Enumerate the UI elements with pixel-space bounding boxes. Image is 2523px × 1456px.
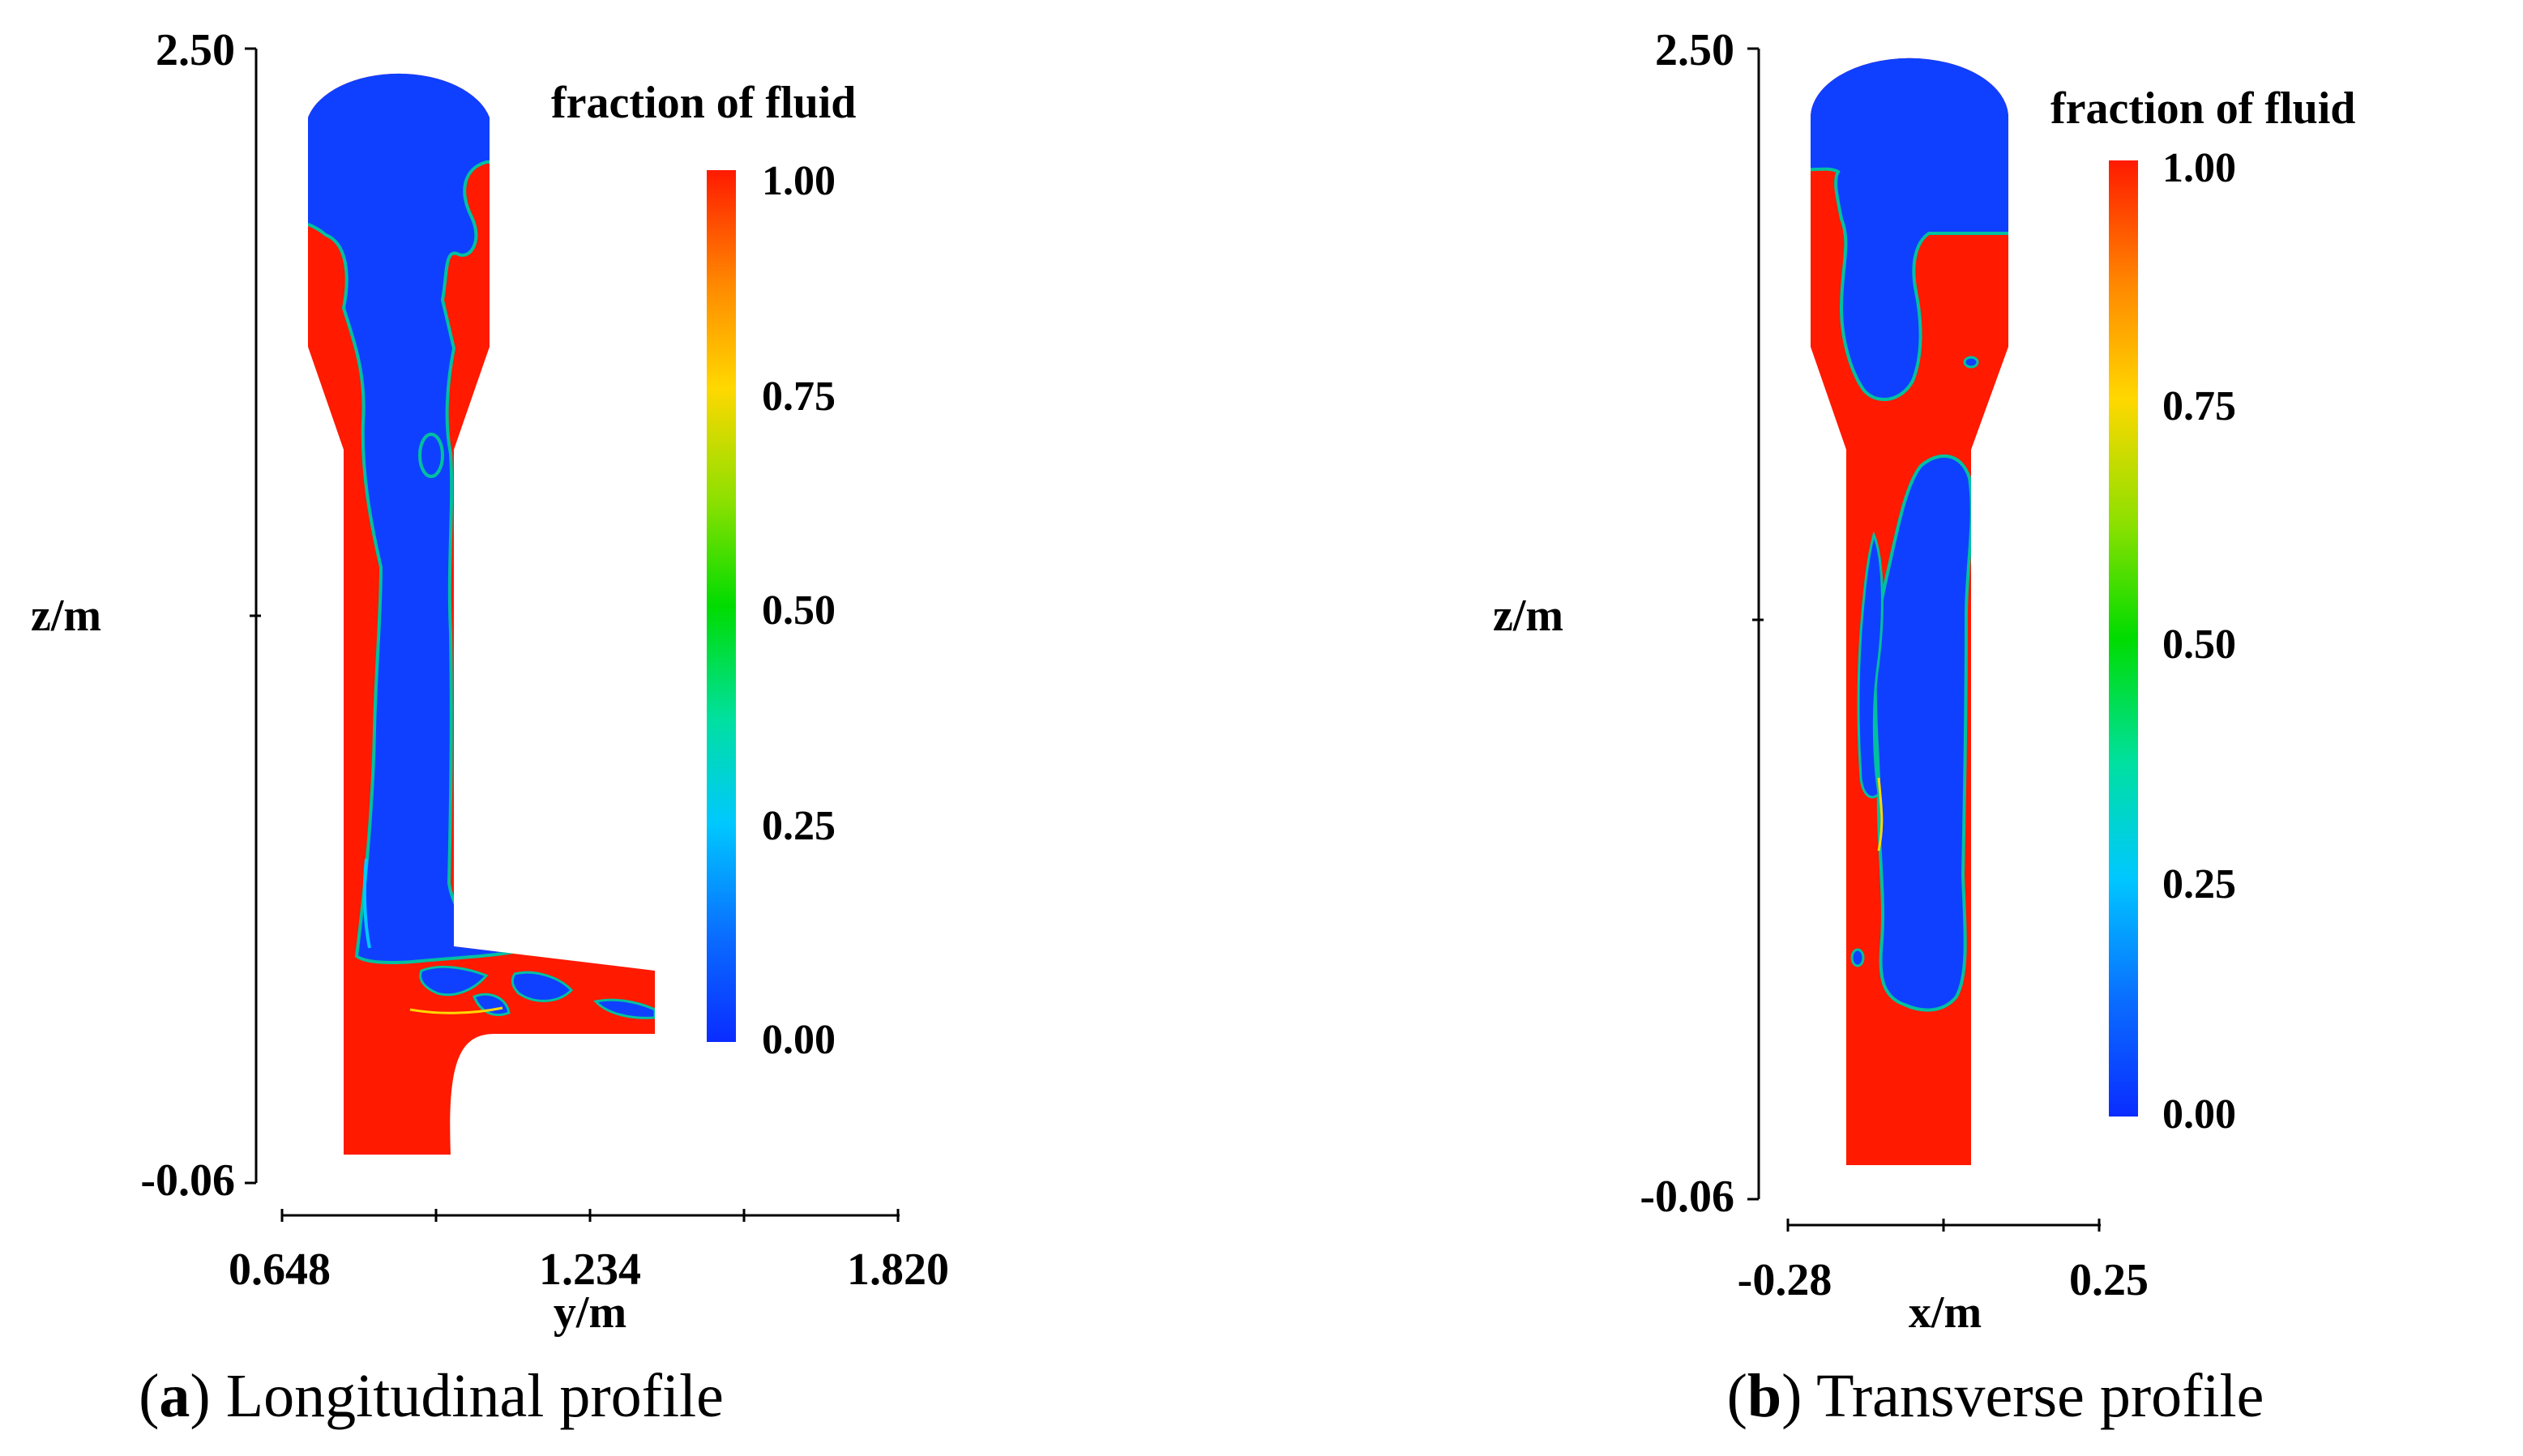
colorbar-title-b: fraction of fluid	[2050, 83, 2355, 134]
air-regions-b	[1811, 58, 2008, 1012]
x-tick-label-a-3: 1.820	[847, 1245, 949, 1295]
colorbar-gradient-b	[2109, 160, 2138, 1117]
colorbar-tick-a-4: 0.25	[762, 803, 836, 849]
air-pocket-a-3	[511, 971, 574, 1002]
air-pocket-a-2	[473, 993, 511, 1016]
y-axis-label-a: z/m	[31, 591, 101, 641]
x-axis-label-a: y/m	[554, 1287, 626, 1338]
colorbar-title-a: fraction of fluid	[551, 78, 856, 128]
y-tick-label-top-b: 2.50	[1655, 25, 1734, 75]
interface-streak-a-1	[409, 1006, 503, 1014]
air-pocket-a-4	[593, 998, 655, 1019]
contour-plot-b	[1811, 58, 2008, 1165]
contour-plot-a	[308, 73, 655, 1155]
colorbar-tick-a-3: 0.50	[762, 587, 836, 634]
x-tick-label-b-2: 0.25	[2069, 1255, 2149, 1305]
x-axis-label-b: x/m	[1909, 1287, 1982, 1338]
colorbar-tick-a-5: 0.00	[762, 1017, 836, 1063]
panel-a: 2.50 -0.06 z/m 0.648 1.234 1.820 y/m fra…	[31, 25, 949, 1430]
panel-b: 2.50 -0.06 z/m -0.28 0.25 x/m fraction o…	[1493, 25, 2355, 1430]
colorbar-b: fraction of fluid 1.00 0.75 0.50 0.25 0.…	[2050, 83, 2355, 1138]
caption-text-a: Longitudinal profile	[226, 1362, 724, 1430]
x-tick-label-a-1: 0.648	[229, 1245, 331, 1295]
air-bubble-b-1	[1963, 356, 1979, 369]
air-regions-a	[308, 73, 655, 1019]
x-tick-label-b-1: -0.28	[1738, 1255, 1832, 1305]
air-region-a-main	[308, 73, 536, 964]
colorbar-tick-a-1: 1.00	[762, 158, 836, 204]
caption-a: (a) Longitudinal profile	[139, 1362, 724, 1430]
air-bubble-a-1	[418, 433, 444, 478]
x-tick-label-a-2: 1.234	[539, 1245, 641, 1295]
air-bubble-b-2	[1850, 948, 1865, 967]
colorbar-gradient-a	[707, 170, 736, 1042]
colorbar-tick-b-4: 0.25	[2162, 861, 2236, 907]
colorbar-tick-b-1: 1.00	[2162, 145, 2236, 191]
air-pocket-a-1	[419, 965, 489, 997]
caption-b: (b) Transverse profile	[1727, 1362, 2264, 1430]
y-tick-label-bottom-a: -0.06	[140, 1155, 235, 1206]
air-region-b-side	[1857, 531, 1884, 799]
caption-text-b: Transverse profile	[1816, 1362, 2264, 1430]
colorbar-tick-b-2: 0.75	[2162, 383, 2236, 429]
colorbar-tick-b-3: 0.50	[2162, 621, 2236, 668]
caption-letter-b: b	[1747, 1362, 1781, 1430]
air-region-b-top	[1811, 58, 2008, 402]
axes-a	[245, 47, 900, 1222]
interface-streak-a-2	[362, 858, 371, 949]
y-axis-label-b: z/m	[1493, 591, 1563, 641]
colorbar-a: fraction of fluid 1.00 0.75 0.50 0.25 0.…	[551, 78, 856, 1063]
interface-streak-b-1	[1877, 777, 1884, 852]
y-tick-label-top-a: 2.50	[156, 25, 235, 75]
colorbar-tick-a-2: 0.75	[762, 374, 836, 420]
axes-b	[1747, 47, 2101, 1232]
y-tick-label-bottom-b: -0.06	[1640, 1172, 1734, 1222]
colorbar-tick-b-5: 0.00	[2162, 1091, 2236, 1138]
caption-letter-a: a	[159, 1362, 190, 1430]
